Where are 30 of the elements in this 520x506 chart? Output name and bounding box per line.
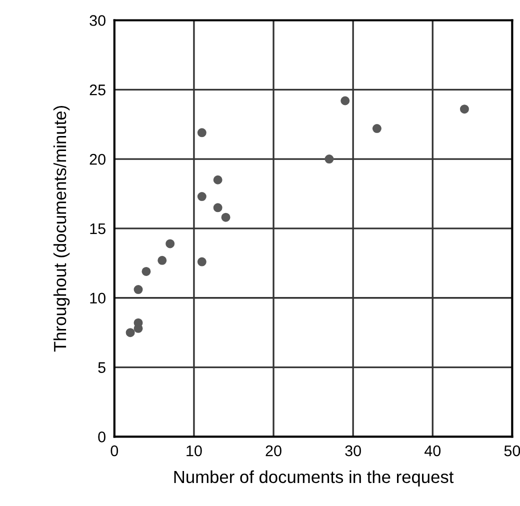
point (372, 124, 382, 134)
point (340, 96, 350, 106)
y-tick-label: 25 (90, 84, 106, 96)
x-tick-label: 50 (504, 445, 520, 456)
x-axis-title: Number of documents in the request (174, 470, 454, 487)
point (166, 239, 175, 248)
y-tick-label: 15 (90, 223, 106, 234)
y-tick-label: 0 (98, 432, 106, 442)
point (197, 192, 206, 202)
point (197, 128, 206, 138)
point (460, 104, 469, 114)
point (158, 256, 167, 265)
y-tick-label: 5 (98, 362, 106, 373)
point (134, 285, 143, 294)
point (213, 175, 222, 184)
x-tick-label: 20 (266, 445, 282, 456)
y-tick-label: 20 (90, 154, 106, 165)
y-axis-title: Throughout (documents/minute) (53, 106, 70, 352)
x-tick-label: 0 (110, 445, 118, 456)
y-tick-label: 30 (90, 15, 106, 26)
point (126, 328, 135, 338)
y-tick-label: 10 (90, 292, 106, 304)
point (142, 266, 151, 276)
x-tick-label: 40 (424, 445, 441, 456)
point (221, 212, 230, 222)
x-tick-label: 30 (345, 445, 361, 456)
point (213, 203, 222, 212)
x-tick-label: 10 (186, 445, 202, 456)
point (324, 154, 334, 164)
point (197, 257, 206, 266)
